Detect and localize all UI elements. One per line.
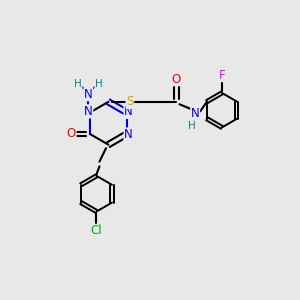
Text: H: H — [74, 79, 82, 89]
Text: H: H — [95, 79, 103, 89]
Text: N: N — [84, 105, 93, 118]
Text: S: S — [126, 95, 134, 108]
Text: O: O — [172, 73, 181, 86]
Text: H: H — [188, 121, 196, 130]
Text: N: N — [124, 106, 133, 118]
Text: Cl: Cl — [91, 224, 102, 237]
Text: N: N — [191, 106, 200, 120]
Text: F: F — [219, 69, 225, 82]
Text: N: N — [124, 128, 133, 141]
Text: N: N — [84, 88, 93, 100]
Text: O: O — [67, 128, 76, 140]
